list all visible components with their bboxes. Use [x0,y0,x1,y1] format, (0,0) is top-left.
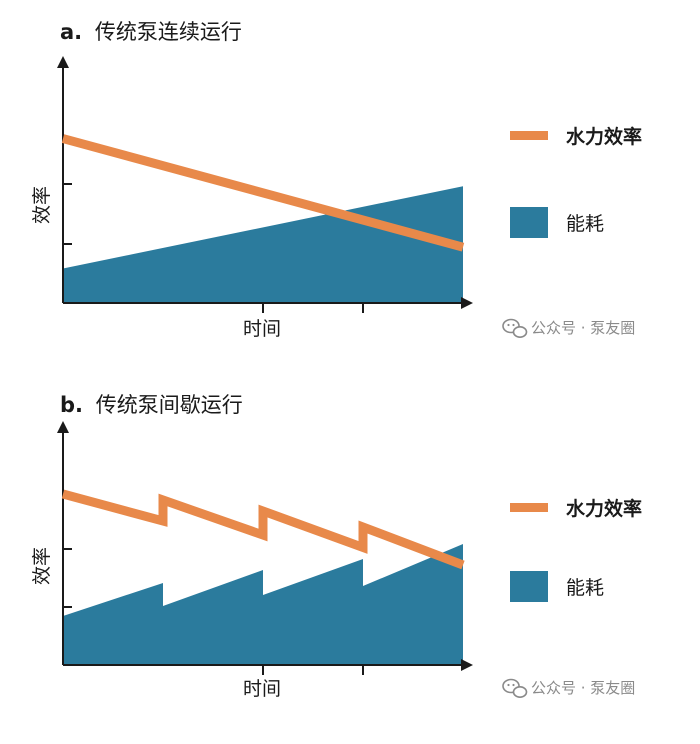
wechat-icon [502,318,528,338]
energy-area [63,544,463,665]
legend-label-efficiency: 水力效率 [566,125,642,148]
panel-a-title: a. 传统泵连续运行 [60,20,242,44]
watermark-text: 公众号 · 泵友圈 [531,679,635,697]
panel-b-plot [57,421,473,675]
panel-b: b. 传统泵间歇运行 时间 效率 水力效率 能耗 公众号 · 泵友圈 [31,393,642,700]
watermark-text: 公众号 · 泵友圈 [531,319,635,337]
legend-label-efficiency: 水力效率 [566,497,642,520]
panel-a-title-text: 传统泵连续运行 [95,20,242,44]
panel-a-plot [57,56,473,313]
panel-a-y-axis-label: 效率 [31,186,53,224]
panel-b-title-text: 传统泵间歇运行 [96,393,243,417]
legend-swatch-efficiency [510,131,548,140]
efficiency-line [61,489,465,570]
legend-swatch-energy [510,207,548,238]
panel-a: a. 传统泵连续运行 时间 效率 水力效率 能耗 公众号 · 泵友圈 [31,20,642,340]
panel-b-title: b. 传统泵间歇运行 [60,393,243,417]
panel-b-prefix: b. [60,393,83,417]
x-axis-arrow [461,297,473,309]
y-axis-arrow [57,56,69,68]
y-axis-arrow [57,421,69,433]
legend-label-energy: 能耗 [566,213,604,235]
wechat-icon [502,678,528,698]
panel-a-x-axis-label: 时间 [243,318,281,340]
legend-label-energy: 能耗 [566,577,604,599]
panel-a-prefix: a. [60,20,82,44]
x-axis-arrow [461,659,473,671]
energy-area [63,186,463,303]
panel-b-x-axis-label: 时间 [243,678,281,700]
panel-b-y-axis-label: 效率 [31,547,53,585]
legend-swatch-efficiency [510,503,548,512]
watermark-b: 公众号 · 泵友圈 [502,678,635,698]
legend-swatch-energy [510,571,548,602]
panel-a-legend: 水力效率 能耗 [510,125,642,238]
efficiency-line [61,134,465,252]
panel-b-legend: 水力效率 能耗 [510,497,642,602]
watermark-a: 公众号 · 泵友圈 [502,318,635,338]
